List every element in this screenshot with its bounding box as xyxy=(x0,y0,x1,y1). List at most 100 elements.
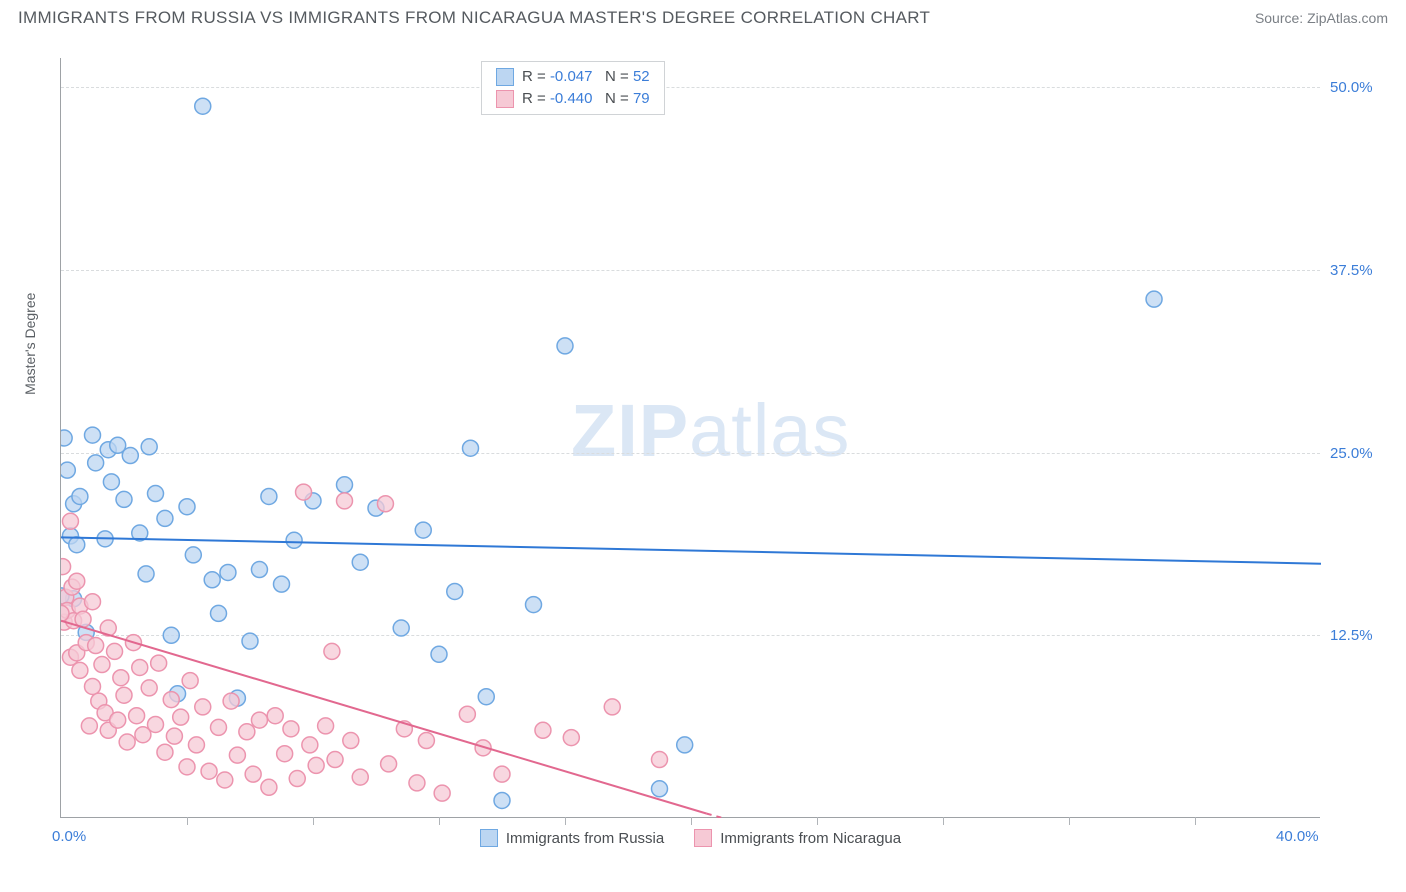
data-point xyxy=(274,576,290,592)
data-point xyxy=(251,712,267,728)
data-point xyxy=(122,448,138,464)
data-point xyxy=(195,699,211,715)
data-point xyxy=(604,699,620,715)
data-point xyxy=(261,779,277,795)
data-point xyxy=(324,643,340,659)
data-point xyxy=(195,98,211,114)
data-point xyxy=(494,766,510,782)
data-point xyxy=(151,655,167,671)
data-point xyxy=(138,566,154,582)
y-tick-label: 25.0% xyxy=(1330,445,1373,462)
x-tick xyxy=(691,817,692,825)
data-point xyxy=(381,756,397,772)
data-point xyxy=(166,728,182,744)
data-point xyxy=(81,718,97,734)
data-point xyxy=(85,678,101,694)
legend-swatch xyxy=(694,829,712,847)
data-point xyxy=(173,709,189,725)
data-point xyxy=(463,440,479,456)
data-point xyxy=(459,706,475,722)
data-point xyxy=(211,605,227,621)
series-legend-item: Immigrants from Russia xyxy=(480,829,664,847)
plot-svg xyxy=(61,58,1321,818)
data-point xyxy=(302,737,318,753)
data-point xyxy=(201,763,217,779)
x-tick xyxy=(565,817,566,825)
x-lim-label: 40.0% xyxy=(1276,828,1319,845)
series-legend: Immigrants from Russia Immigrants from Ni… xyxy=(61,829,1320,847)
data-point xyxy=(447,583,463,599)
data-point xyxy=(478,689,494,705)
data-point xyxy=(211,719,227,735)
data-point xyxy=(526,597,542,613)
data-point xyxy=(113,670,129,686)
x-tick xyxy=(1069,817,1070,825)
data-point xyxy=(69,537,85,553)
series-legend-label: Immigrants from Russia xyxy=(506,830,664,847)
data-point xyxy=(535,722,551,738)
data-point xyxy=(72,662,88,678)
data-point xyxy=(267,708,283,724)
data-point xyxy=(129,708,145,724)
data-point xyxy=(245,766,261,782)
data-point xyxy=(563,730,579,746)
data-point xyxy=(377,496,393,512)
data-point xyxy=(185,547,201,563)
data-point xyxy=(415,522,431,538)
data-point xyxy=(107,643,123,659)
data-point xyxy=(85,427,101,443)
data-point xyxy=(217,772,233,788)
data-point xyxy=(103,474,119,490)
data-point xyxy=(116,687,132,703)
series-legend-item: Immigrants from Nicaragua xyxy=(694,829,901,847)
data-point xyxy=(148,716,164,732)
data-point xyxy=(223,693,239,709)
data-point xyxy=(88,455,104,471)
data-point xyxy=(283,721,299,737)
data-point xyxy=(119,734,135,750)
data-point xyxy=(652,752,668,768)
y-axis-label: Master's Degree xyxy=(22,293,38,395)
x-lim-label: 0.0% xyxy=(52,828,86,845)
data-point xyxy=(220,564,236,580)
data-point xyxy=(677,737,693,753)
x-tick xyxy=(313,817,314,825)
data-point xyxy=(352,769,368,785)
data-point xyxy=(132,659,148,675)
data-point xyxy=(352,554,368,570)
legend-row: R = -0.440 N = 79 xyxy=(496,88,650,110)
y-tick-label: 12.5% xyxy=(1330,627,1373,644)
chart-title: IMMIGRANTS FROM RUSSIA VS IMMIGRANTS FRO… xyxy=(18,8,930,28)
data-point xyxy=(337,493,353,509)
data-point xyxy=(289,771,305,787)
data-point xyxy=(343,733,359,749)
data-point xyxy=(72,488,88,504)
data-point xyxy=(62,513,78,529)
legend-swatch xyxy=(496,68,514,86)
data-point xyxy=(229,747,245,763)
legend-swatch xyxy=(496,90,514,108)
data-point xyxy=(557,338,573,354)
data-point xyxy=(110,712,126,728)
data-point xyxy=(327,752,343,768)
data-point xyxy=(409,775,425,791)
data-point xyxy=(61,559,71,575)
data-point xyxy=(296,484,312,500)
source-label: Source: ZipAtlas.com xyxy=(1255,10,1388,26)
data-point xyxy=(239,724,255,740)
data-point xyxy=(61,462,75,478)
x-tick xyxy=(817,817,818,825)
data-point xyxy=(116,491,132,507)
correlation-legend: R = -0.047 N = 52R = -0.440 N = 79 xyxy=(481,61,665,115)
data-point xyxy=(494,792,510,808)
data-point xyxy=(61,430,72,446)
data-point xyxy=(163,692,179,708)
data-point xyxy=(69,573,85,589)
data-point xyxy=(157,510,173,526)
data-point xyxy=(141,439,157,455)
data-point xyxy=(188,737,204,753)
data-point xyxy=(85,594,101,610)
x-tick xyxy=(943,817,944,825)
data-point xyxy=(337,477,353,493)
legend-row: R = -0.047 N = 52 xyxy=(496,66,650,88)
